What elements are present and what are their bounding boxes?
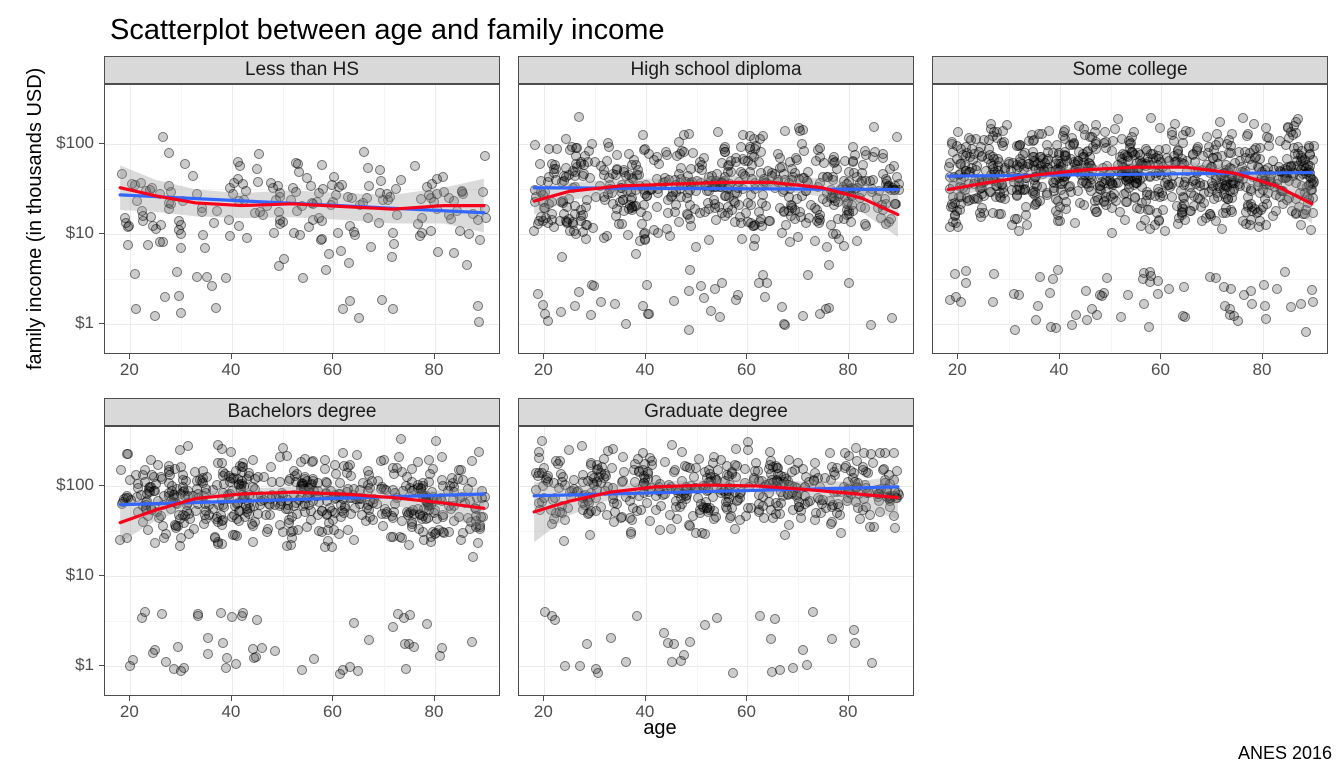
x-tick-label: 60 [1151, 360, 1170, 380]
x-tick-label: 60 [737, 360, 756, 380]
chart-caption: ANES 2016 [1238, 743, 1332, 764]
y-tick-mark [99, 485, 104, 486]
y-tick-mark [99, 233, 104, 234]
facet-strip: Less than HS [104, 56, 500, 84]
x-tick-label: 20 [534, 360, 553, 380]
smooth-overlay [105, 427, 499, 695]
x-tick-label: 60 [323, 360, 342, 380]
x-tick-mark [957, 354, 958, 359]
facet-less-than-hs: Less than HS20406080$1$10$100 [104, 56, 500, 354]
loess-confidence-ribbon [534, 175, 898, 237]
x-tick-label: 80 [839, 702, 858, 722]
x-tick-label: 80 [425, 360, 444, 380]
x-tick-label: 20 [120, 702, 139, 722]
x-tick-mark [129, 696, 130, 701]
y-tick-label: $10 [46, 223, 94, 243]
x-tick-label: 80 [839, 360, 858, 380]
x-tick-mark [1059, 354, 1060, 359]
x-tick-mark [332, 354, 333, 359]
x-tick-mark [129, 354, 130, 359]
facet-strip: Graduate degree [518, 398, 914, 426]
facet-graduate: Graduate degree20406080 [518, 398, 914, 696]
y-tick-label: $10 [46, 565, 94, 585]
facet-hs-diploma: High school diploma20406080 [518, 56, 914, 354]
x-tick-mark [1160, 354, 1161, 359]
y-tick-label: $1 [46, 655, 94, 675]
x-tick-mark [848, 354, 849, 359]
y-tick-mark [99, 143, 104, 144]
smooth-overlay [105, 85, 499, 353]
x-tick-mark [645, 354, 646, 359]
facet-panel [518, 84, 914, 354]
x-tick-mark [746, 354, 747, 359]
facet-strip: Bachelors degree [104, 398, 500, 426]
y-tick-mark [99, 323, 104, 324]
facet-panel [104, 426, 500, 696]
smooth-overlay [519, 427, 913, 695]
y-tick-label: $1 [46, 313, 94, 333]
smooth-overlay [933, 85, 1327, 353]
facet-strip: Some college [932, 56, 1328, 84]
chart-title: Scatterplot between age and family incom… [110, 14, 665, 47]
facet-panel [932, 84, 1328, 354]
x-tick-label: 20 [120, 360, 139, 380]
x-tick-label: 80 [1253, 360, 1272, 380]
facet-panel [104, 84, 500, 354]
x-tick-label: 40 [1049, 360, 1068, 380]
x-tick-mark [848, 696, 849, 701]
x-tick-label: 80 [425, 702, 444, 722]
y-tick-label: $100 [46, 133, 94, 153]
y-tick-label: $100 [46, 475, 94, 495]
x-tick-label: 20 [948, 360, 967, 380]
x-tick-label: 60 [737, 702, 756, 722]
facet-bachelors: Bachelors degree20406080$1$10$100 [104, 398, 500, 696]
x-tick-mark [434, 696, 435, 701]
facet-panel [518, 426, 914, 696]
x-tick-mark [645, 696, 646, 701]
facet-grid: Less than HS20406080$1$10$100High school… [104, 56, 1330, 716]
x-tick-mark [543, 354, 544, 359]
y-tick-mark [99, 665, 104, 666]
facet-strip: High school diploma [518, 56, 914, 84]
x-tick-label: 60 [323, 702, 342, 722]
loess-confidence-ribbon [948, 162, 1312, 224]
x-tick-mark [332, 696, 333, 701]
x-tick-label: 40 [221, 702, 240, 722]
facet-some-college: Some college20406080 [932, 56, 1328, 354]
y-tick-mark [99, 575, 104, 576]
smooth-overlay [519, 85, 913, 353]
x-tick-label: 40 [635, 360, 654, 380]
x-tick-label: 40 [221, 360, 240, 380]
x-tick-mark [231, 696, 232, 701]
x-tick-mark [231, 354, 232, 359]
x-tick-label: 20 [534, 702, 553, 722]
x-tick-mark [746, 696, 747, 701]
x-tick-label: 40 [635, 702, 654, 722]
x-tick-mark [434, 354, 435, 359]
x-tick-mark [1262, 354, 1263, 359]
x-tick-mark [543, 696, 544, 701]
y-axis-label: family income (in thousands USD) [24, 68, 47, 370]
